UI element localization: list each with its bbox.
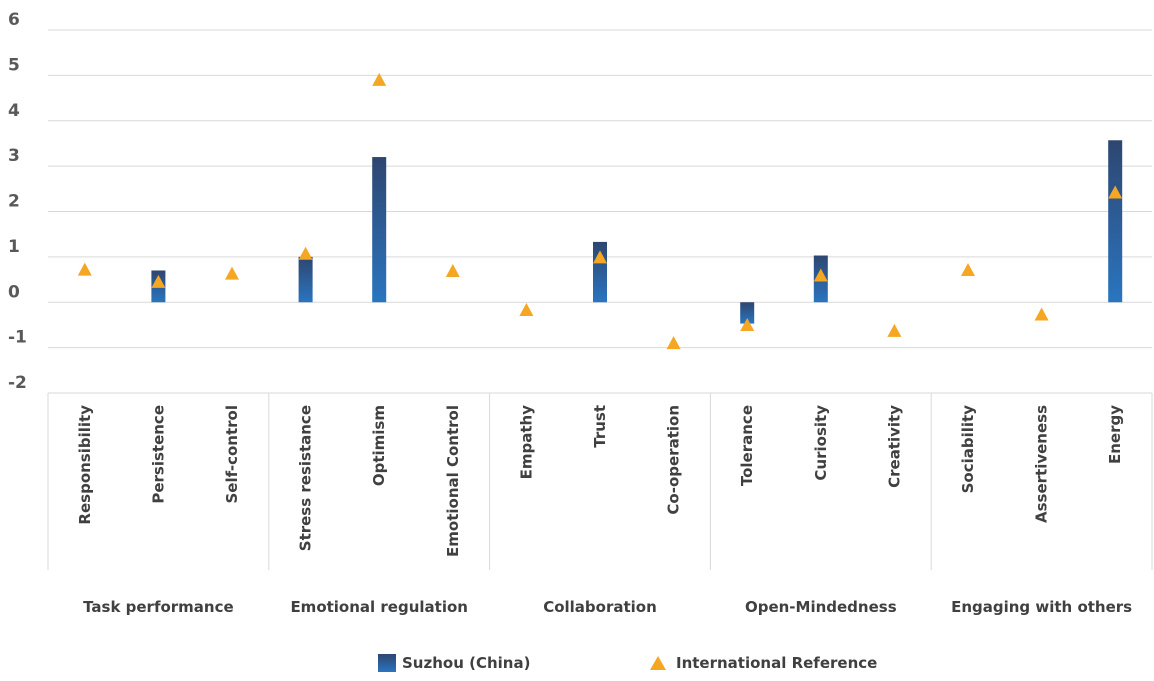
x-tick-label: Tolerance [738,405,756,486]
marker-international-optimism [372,72,387,86]
x-tick-label: Optimism [370,405,388,486]
group-label: Engaging with others [951,598,1132,616]
y-tick-label: 6 [8,10,20,30]
x-tick-label: Self-control [223,405,241,504]
x-tick-label: Trust [591,405,609,448]
x-tick-label: Creativity [885,405,903,488]
x-tick-label: Energy [1106,405,1124,464]
x-tick-label: Sociability [959,405,977,494]
marker-international-persistence [151,274,166,288]
x-axis: Responsibility Persistence Self-control Tas… [47,393,1153,616]
x-tick-label: Stress resistance [297,405,315,551]
chart: -2 -1 0 1 2 3 4 5 6 Responsibility Persistence Sel… [8,10,1153,616]
marker-international-sociability [961,263,975,277]
legend-label-international: International Reference [676,654,878,672]
marker-international-curiosity [813,268,828,282]
x-tick-label: Assertiveness [1033,405,1051,523]
marker-international-responsibility [77,262,92,276]
group-label: Open-Mindedness [745,598,897,616]
legend: Suzhou (China) International Reference [0,654,1154,678]
x-tick-label: Curiosity [812,405,830,481]
legend-bar-swatch [378,654,396,672]
bar-suzhou-stress-resistance [298,256,313,303]
bars [151,140,1123,324]
marker-international-tolerance [740,317,755,331]
legend-item-international: International Reference [650,654,877,672]
x-tick-label: Responsibility [76,405,94,525]
marker-international-empathy [519,302,534,316]
legend-triangle-icon [650,656,666,670]
marker-international-co-operation [666,336,681,350]
legend-label-suzhou: Suzhou (China) [402,654,531,672]
marker-international-creativity [887,323,902,337]
x-tick-label: Emotional Control [444,405,462,557]
marker-international-energy [1108,185,1123,199]
x-tick-label: Empathy [517,405,535,480]
y-axis-ticks: -2 -1 0 1 2 3 4 5 6 [8,10,27,393]
y-tick-label: 2 [8,192,20,212]
bar-suzhou-optimism [372,157,387,303]
marker-international-self-control [225,266,239,280]
x-tick-label: Co-operation [665,405,683,515]
x-tick-label: Persistence [149,405,167,504]
y-tick-label: -2 [8,373,27,393]
y-tick-label: 4 [8,101,20,121]
bar-suzhou-energy [1108,140,1123,303]
gridlines [48,29,1152,394]
marker-international-trust [593,250,607,264]
y-tick-label: 5 [8,55,20,75]
marker-international-assertiveness [1034,307,1049,321]
group-label: Emotional regulation [290,598,468,616]
bar-suzhou-tolerance [740,302,755,324]
y-tick-label: 0 [8,282,20,302]
group-label: Collaboration [543,598,657,616]
marker-international-emotional-control [445,263,460,277]
y-tick-label: -1 [8,328,27,348]
markers [77,72,1123,350]
y-tick-label: 1 [8,237,20,257]
y-tick-label: 3 [8,146,20,166]
legend-item-suzhou: Suzhou (China) [378,654,530,672]
group-label: Task performance [83,598,234,616]
marker-international-stress-resistance [298,246,313,260]
